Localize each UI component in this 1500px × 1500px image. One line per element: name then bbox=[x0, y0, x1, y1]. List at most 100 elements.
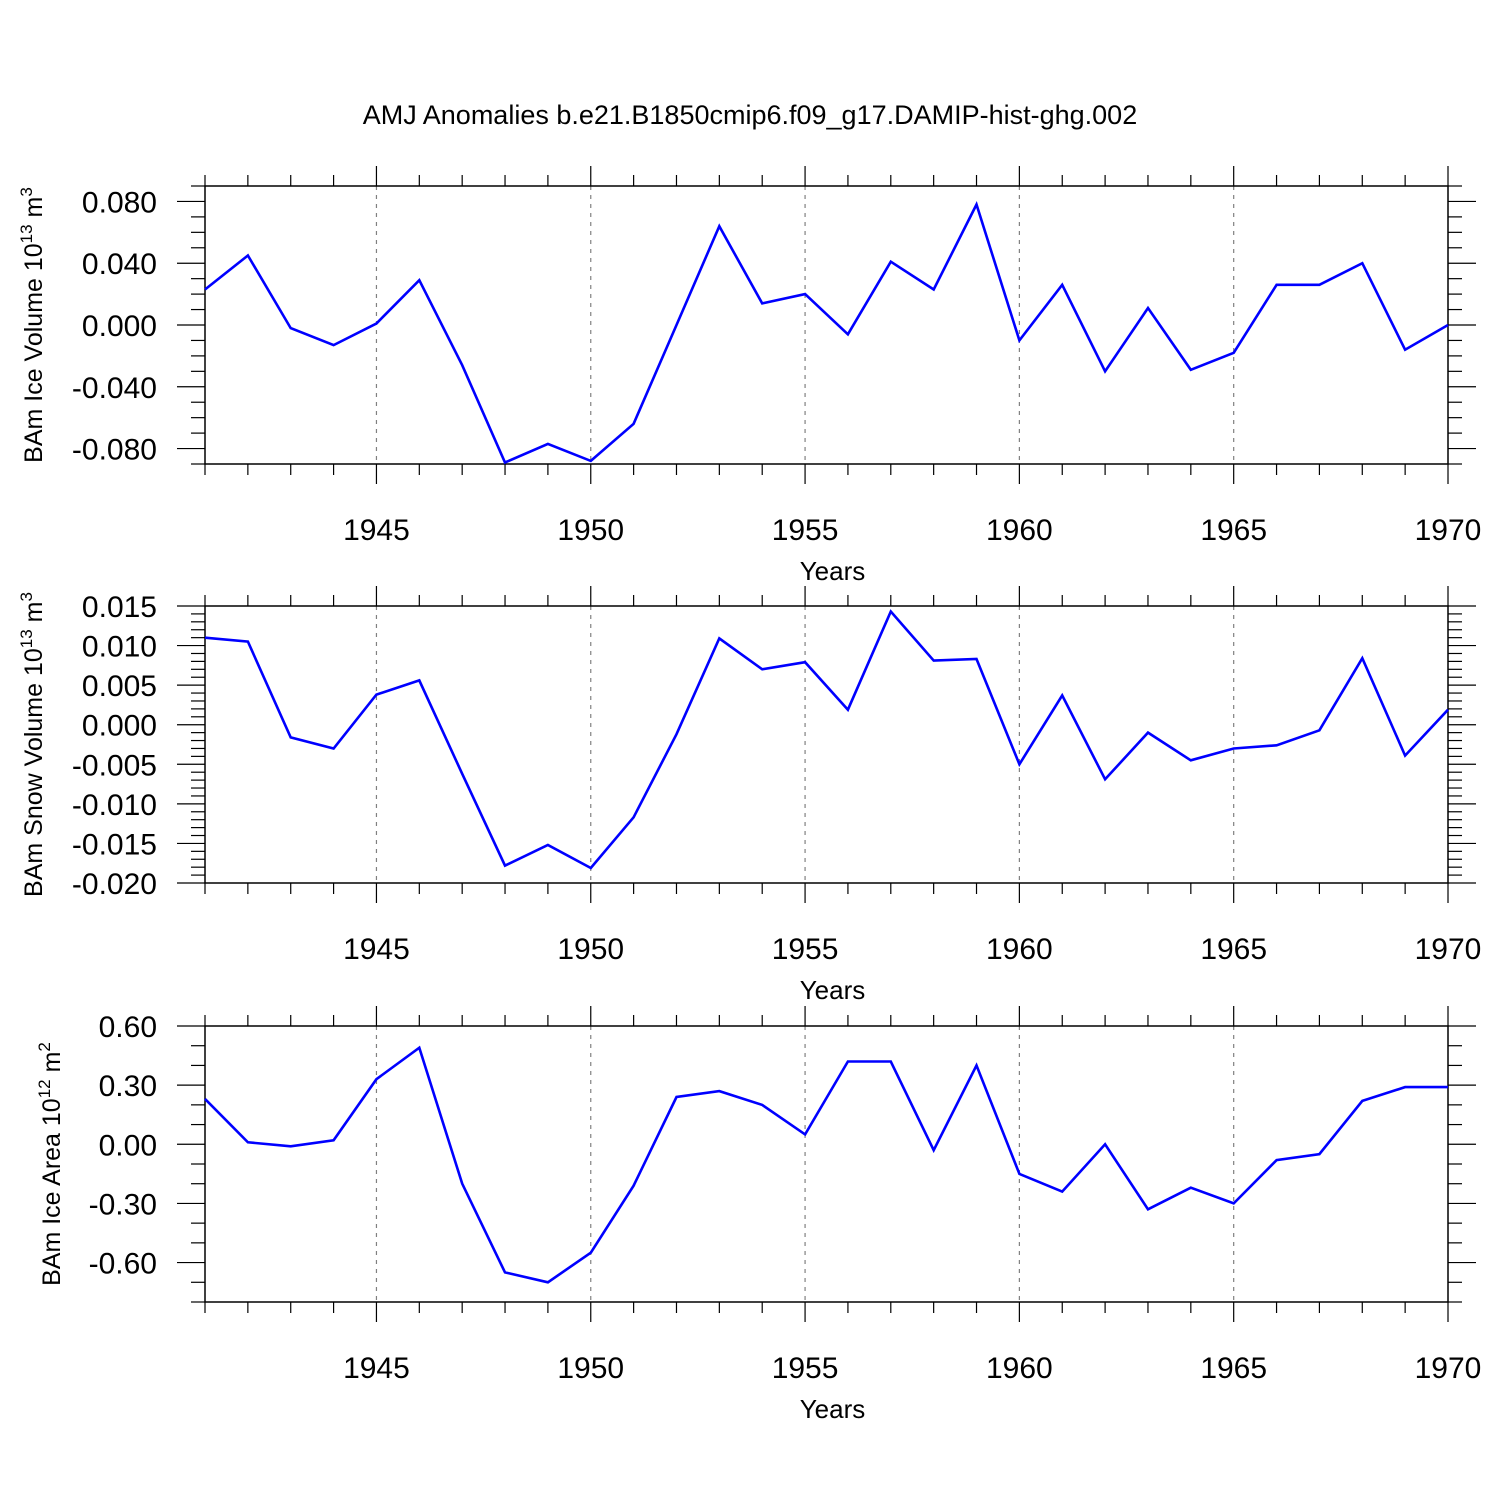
data-point bbox=[1018, 339, 1020, 341]
y-tick-label: -0.30 bbox=[89, 1188, 157, 1221]
y-tick-label: -0.015 bbox=[72, 828, 157, 861]
data-point bbox=[1318, 284, 1320, 286]
data-point bbox=[418, 1046, 420, 1048]
y-axis-label: BAm Ice Area 1012 m2 bbox=[35, 1042, 66, 1286]
data-point bbox=[804, 1133, 806, 1135]
data-point bbox=[975, 1064, 977, 1066]
data-point bbox=[418, 679, 420, 681]
x-tick-label: 1945 bbox=[343, 514, 410, 547]
plot-frame bbox=[204, 605, 1449, 884]
x-tick-label: 1970 bbox=[1415, 514, 1482, 547]
x-tick-label: 1950 bbox=[557, 1352, 624, 1385]
data-point bbox=[204, 636, 206, 638]
x-tick-label: 1965 bbox=[1200, 514, 1267, 547]
y-axis-label: BAm Ice Volume 1013 m3 bbox=[17, 187, 48, 463]
data-point bbox=[504, 864, 506, 866]
data-point bbox=[1361, 1100, 1363, 1102]
data-point bbox=[1061, 1190, 1063, 1192]
data-point bbox=[718, 1090, 720, 1092]
data-point bbox=[804, 661, 806, 663]
data-point bbox=[290, 1145, 292, 1147]
x-tick-label: 1965 bbox=[1200, 933, 1267, 966]
y-tick-label: -0.010 bbox=[72, 789, 157, 822]
data-point bbox=[1147, 731, 1149, 733]
x-tick-label: 1955 bbox=[772, 1352, 839, 1385]
data-point bbox=[1404, 754, 1406, 756]
series-line bbox=[204, 1045, 1448, 1284]
y-tick-label: 0.080 bbox=[82, 186, 157, 219]
data-point bbox=[547, 1281, 549, 1283]
data-point bbox=[547, 844, 549, 846]
y-tick-label: 0.00 bbox=[99, 1129, 157, 1162]
x-axis-label: Years bbox=[800, 1394, 866, 1424]
data-point bbox=[375, 1078, 377, 1080]
data-point bbox=[461, 1183, 463, 1185]
y-tick-label: -0.60 bbox=[89, 1248, 157, 1281]
data-point bbox=[1275, 1159, 1277, 1161]
data-point bbox=[1275, 284, 1277, 286]
data-point bbox=[847, 708, 849, 710]
data-point bbox=[932, 659, 934, 661]
data-point bbox=[632, 1184, 634, 1186]
y-tick-label: 0.000 bbox=[82, 710, 157, 743]
data-point bbox=[1447, 1086, 1449, 1088]
data-point bbox=[847, 333, 849, 335]
data-point bbox=[975, 658, 977, 660]
data-point bbox=[675, 324, 677, 326]
x-tick-label: 1960 bbox=[986, 514, 1053, 547]
y-axis-label: BAm Snow Volume 1013 m3 bbox=[17, 592, 48, 897]
x-tick-label: 1965 bbox=[1200, 1352, 1267, 1385]
data-point bbox=[632, 423, 634, 425]
data-point bbox=[804, 293, 806, 295]
data-point bbox=[1190, 1186, 1192, 1188]
data-point bbox=[204, 288, 206, 290]
data-point bbox=[1404, 349, 1406, 351]
data-point bbox=[890, 260, 892, 262]
y-tick-label: 0.60 bbox=[99, 1011, 157, 1044]
data-point bbox=[461, 364, 463, 366]
data-point bbox=[932, 288, 934, 290]
x-tick-label: 1970 bbox=[1415, 933, 1482, 966]
x-axis-label: Years bbox=[800, 975, 866, 1005]
data-point bbox=[932, 1149, 934, 1151]
data-point bbox=[247, 640, 249, 642]
data-point bbox=[375, 322, 377, 324]
y-tick-label: 0.30 bbox=[99, 1070, 157, 1103]
data-point bbox=[1232, 352, 1234, 354]
data-point bbox=[890, 610, 892, 612]
data-point bbox=[332, 344, 334, 346]
data-point bbox=[1361, 657, 1363, 659]
data-point bbox=[290, 736, 292, 738]
data-point bbox=[718, 225, 720, 227]
data-point bbox=[1147, 307, 1149, 309]
data-point bbox=[1018, 1173, 1020, 1175]
plot-frame bbox=[204, 185, 1449, 465]
data-point bbox=[1190, 369, 1192, 371]
data-point bbox=[1404, 1086, 1406, 1088]
y-tick-label: -0.005 bbox=[72, 749, 157, 782]
y-tick-label: 0.015 bbox=[82, 591, 157, 624]
y-tick-label: 0.010 bbox=[82, 631, 157, 664]
data-point bbox=[847, 1060, 849, 1062]
data-point bbox=[332, 747, 334, 749]
y-tick-label: 0.005 bbox=[82, 670, 157, 703]
y-tick-label: 0.000 bbox=[82, 310, 157, 343]
y-tick-label: -0.080 bbox=[72, 434, 157, 467]
x-tick-label: 1960 bbox=[986, 1352, 1053, 1385]
x-axis-label: Years bbox=[800, 556, 866, 586]
data-point bbox=[1361, 262, 1363, 264]
data-point bbox=[675, 1096, 677, 1098]
data-point bbox=[1275, 744, 1277, 746]
x-tick-label: 1970 bbox=[1415, 1352, 1482, 1385]
panel-3: 1945 1950 1955 1960 1965 1970 Years -0.60 -0.30 0… bbox=[35, 1006, 1481, 1424]
data-point bbox=[761, 1104, 763, 1106]
data-point bbox=[632, 816, 634, 818]
data-point bbox=[1147, 1208, 1149, 1210]
data-point bbox=[761, 302, 763, 304]
data-point bbox=[1104, 778, 1106, 780]
data-point bbox=[1318, 1153, 1320, 1155]
data-point bbox=[675, 733, 677, 735]
data-point bbox=[547, 443, 549, 445]
data-point bbox=[204, 1098, 206, 1100]
